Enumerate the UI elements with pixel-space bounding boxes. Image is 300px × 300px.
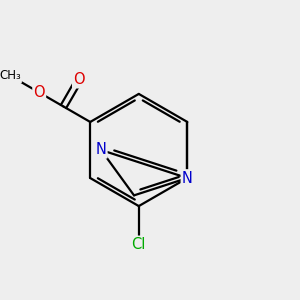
Text: Cl: Cl — [132, 237, 146, 252]
Text: N: N — [182, 170, 193, 185]
Text: O: O — [73, 72, 85, 87]
Text: N: N — [182, 170, 193, 185]
Text: O: O — [33, 85, 45, 100]
Text: N: N — [96, 142, 106, 158]
Text: CH₃: CH₃ — [0, 69, 21, 82]
